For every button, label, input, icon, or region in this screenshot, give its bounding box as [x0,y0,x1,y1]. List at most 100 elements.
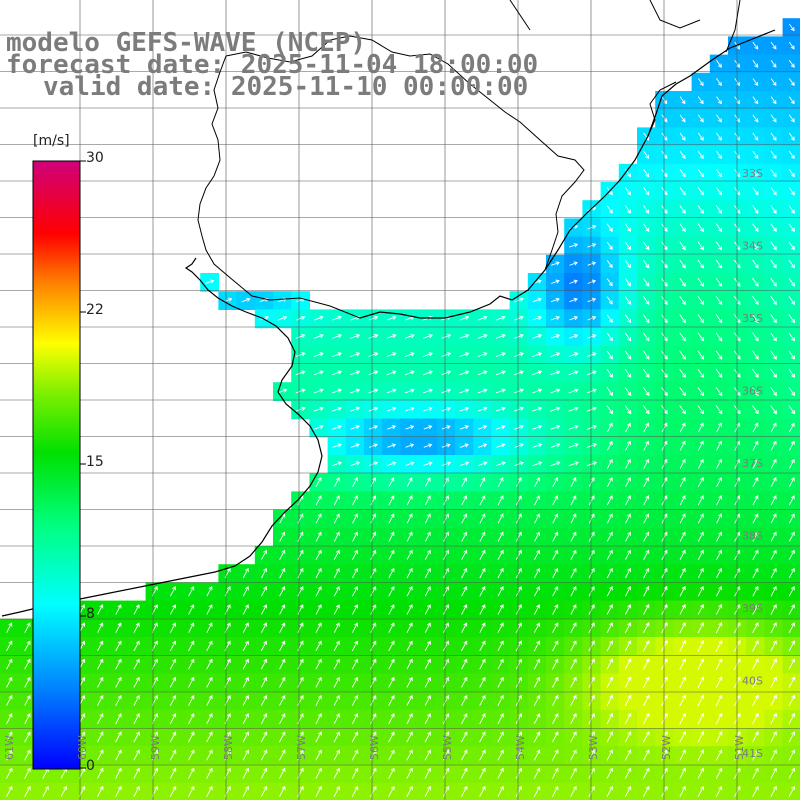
wind-arrow [697,658,705,670]
wind-arrow [551,261,560,266]
wind-arrow [788,41,795,50]
wind-arrow [606,622,613,634]
colorbar [32,160,86,770]
wind-arrow [350,370,361,376]
wind-arrow [443,513,449,524]
wind-arrow [133,640,140,652]
wind-arrow [495,388,506,394]
wind-arrow [352,513,358,524]
wind-arrow [643,567,650,579]
wind-arrow [679,622,686,634]
wind-arrow [479,731,486,743]
wind-arrow [368,352,379,357]
wind-arrow [386,352,397,357]
wind-arrow [788,567,795,579]
wind-arrow [477,388,488,394]
wind-arrow [552,767,559,779]
wind-arrow [496,425,506,430]
wind-arrow [424,658,431,670]
wind-arrow [514,333,524,339]
wind-arrow [169,749,177,761]
wind-arrow [752,531,759,542]
wind-arrow [478,425,488,430]
wind-arrow [606,567,613,579]
wind-arrow [260,767,268,779]
border-uruguay-brazil [225,35,585,271]
wind-arrow [514,388,525,394]
wind-arrow [242,785,250,798]
wind-arrow [332,333,343,339]
wind-arrow [514,461,525,467]
wind-arrow [550,406,561,412]
wind-arrow [497,549,504,560]
wind-arrow [368,388,379,394]
wind-arrow [206,622,213,633]
wind-cell [782,18,800,37]
wind-arrow [242,767,250,779]
wind-arrow [515,676,522,688]
wind-arrow [752,749,759,761]
wind-arrow [770,205,777,214]
wind-arrow [568,406,579,412]
wind-arrow [386,406,397,412]
wind-arrow [260,731,268,743]
wind-arrow [752,132,759,141]
wind-arrow [115,640,122,652]
wind-arrow [715,731,723,743]
wind-arrow [552,549,559,560]
wind-arrow [606,767,614,779]
wind-cell [782,91,800,110]
wind-arrow [295,370,306,376]
wind-arrow [770,495,777,506]
wind-arrow [624,604,632,615]
wind-arrow [188,604,195,615]
wind-arrow [715,368,723,378]
wind-arrow [697,585,704,597]
wind-arrow [588,549,595,560]
wind-arrow [242,640,249,652]
wind-arrow [461,604,468,615]
wind-arrow [279,695,286,706]
wind-arrow [752,296,759,306]
wind-arrow [715,749,723,761]
wind-arrow [679,477,686,488]
wind-arrow [515,640,522,652]
wind-arrow [770,405,777,415]
wind-arrow [570,749,577,761]
wind-arrow [24,676,31,688]
wind-arrow [606,604,613,615]
wind-arrow [368,406,379,412]
wind-arrow [169,785,177,798]
wind-arrow [242,622,249,633]
wind-arrow [477,315,488,321]
wind-arrow [643,477,650,488]
latitude-label: 37S [742,457,763,470]
wind-arrow [297,749,304,761]
wind-arrow [770,658,777,670]
wind-arrow [206,749,213,761]
wind-arrow [770,314,777,324]
wind-arrow [788,477,795,488]
wind-arrow [279,749,286,761]
wind-arrow [279,586,286,597]
wind-arrow [479,549,486,560]
wind-arrow [315,785,322,798]
wind-arrow [570,731,577,743]
wind-arrow [388,785,395,798]
wind-arrow [697,622,705,634]
wind-arrow [752,676,759,689]
wind-arrow [441,388,452,394]
wind-arrow [495,315,506,321]
wind-arrow [459,425,470,430]
wind-arrow [770,458,777,469]
wind-arrow [479,622,486,633]
wind-arrow [643,495,650,506]
wind-arrow [697,78,704,87]
wind-arrow [624,350,632,360]
wind-arrow [643,168,650,178]
wind-cell [782,163,800,183]
wind-arrow [313,388,324,394]
wind-arrow [406,622,413,633]
wind-arrow [788,495,795,506]
wind-arrow [333,567,340,579]
